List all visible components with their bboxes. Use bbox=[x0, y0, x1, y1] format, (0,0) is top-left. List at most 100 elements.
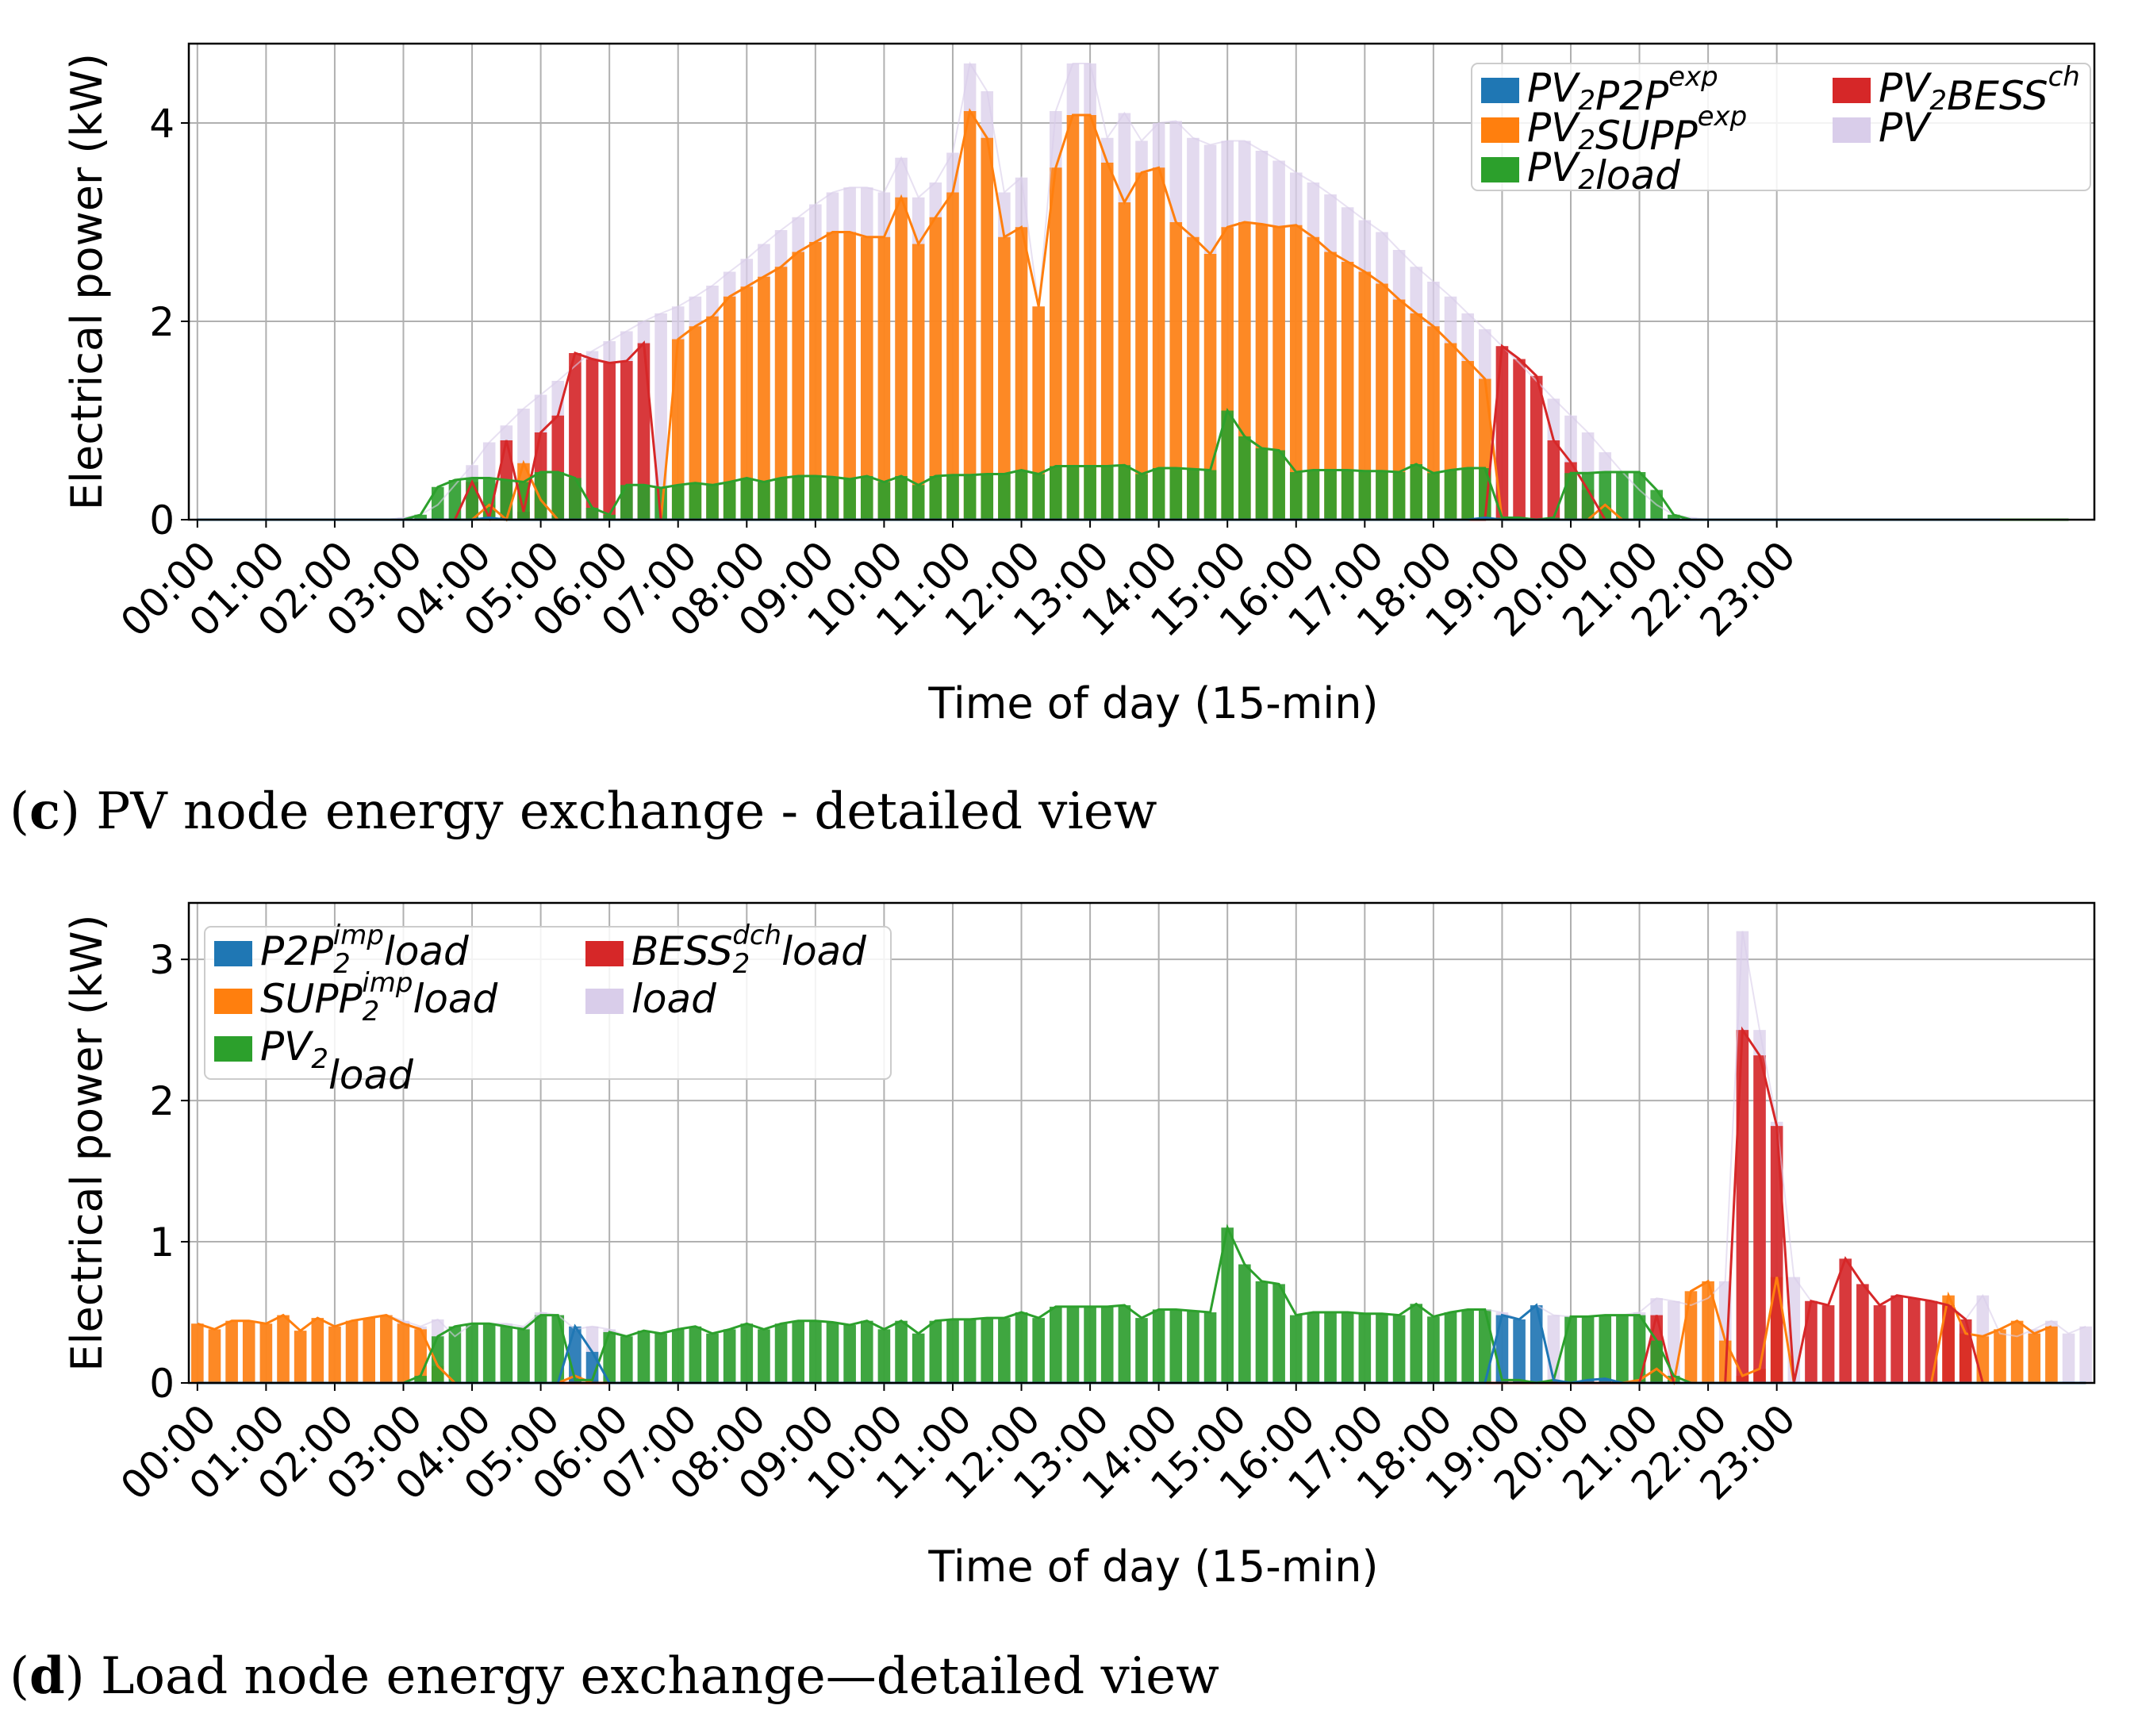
bar-pvload bbox=[431, 486, 444, 520]
legend-text-part: load bbox=[384, 928, 469, 974]
bar-pvload bbox=[482, 1323, 496, 1383]
bar-pvload bbox=[1444, 470, 1457, 520]
bar-pvload bbox=[689, 1326, 702, 1383]
bar-pvload bbox=[466, 1323, 478, 1383]
bar-pvload bbox=[792, 1320, 804, 1383]
bar-supp bbox=[826, 232, 839, 520]
bar-pvload bbox=[1461, 1309, 1474, 1383]
legend-swatch-bess bbox=[1833, 78, 1871, 103]
bar-pvload bbox=[1118, 1305, 1131, 1383]
bar-pvload bbox=[929, 1320, 942, 1383]
bar-supp bbox=[912, 244, 925, 520]
bar-pvload bbox=[1668, 514, 1680, 520]
bar-pvload bbox=[1152, 1309, 1165, 1383]
legend-text-part: SUPP bbox=[1595, 113, 1698, 159]
bar-pvload bbox=[1084, 1306, 1096, 1383]
legend-text-part: load bbox=[1595, 152, 1680, 198]
caption-c-letter: c bbox=[29, 782, 60, 841]
bar-supp bbox=[1015, 227, 1028, 520]
bar-pvload bbox=[1581, 1316, 1595, 1383]
legend-swatch-p2p bbox=[1481, 78, 1519, 103]
y-axis-title: Electrical power (kW) bbox=[62, 53, 112, 510]
bar-pvload bbox=[534, 1315, 547, 1383]
bar-pvload bbox=[603, 1331, 616, 1383]
legend-label-bess: BESS2dchload bbox=[631, 920, 866, 980]
bar-bess bbox=[1839, 1258, 1852, 1383]
bar-supp bbox=[2010, 1320, 2024, 1383]
bar-pvload bbox=[826, 1322, 839, 1383]
bars-pvload bbox=[414, 1227, 1680, 1383]
y-tick-label: 1 bbox=[149, 1219, 175, 1266]
bar-supp bbox=[860, 236, 873, 520]
bar-pvload bbox=[500, 1326, 513, 1383]
bar-supp bbox=[363, 1318, 376, 1383]
bar-supp bbox=[1341, 262, 1354, 520]
legend-superscript: exp bbox=[1698, 101, 1748, 133]
bar-pvload bbox=[1410, 1304, 1423, 1383]
bar-total bbox=[1547, 1315, 1560, 1383]
y-tick-label: 2 bbox=[149, 299, 175, 345]
caption-c-text: PV node energy exchange - detailed view bbox=[79, 782, 1157, 841]
bar-bess bbox=[1942, 1305, 1955, 1383]
bar-pvload bbox=[1341, 470, 1354, 520]
bar-pvload bbox=[1100, 466, 1114, 520]
x-axis-title: Time of day (15-min) bbox=[927, 1542, 1378, 1592]
bar-pvload bbox=[1221, 1227, 1234, 1383]
bar-bess bbox=[1495, 346, 1509, 520]
bar-bess bbox=[1925, 1300, 1938, 1383]
bar-supp bbox=[809, 242, 822, 520]
bar-bess bbox=[1770, 1126, 1783, 1383]
bar-pvload bbox=[1066, 466, 1080, 520]
bar-bess bbox=[1907, 1298, 1921, 1383]
bar-pvload bbox=[637, 1331, 651, 1383]
bar-supp bbox=[380, 1315, 393, 1383]
bar-pvload bbox=[774, 478, 788, 520]
caption-d-letter: d bbox=[29, 1646, 65, 1706]
bar-pvload bbox=[877, 1329, 891, 1383]
bar-bess bbox=[1821, 1305, 1835, 1383]
legend-text-part: load bbox=[413, 976, 497, 1022]
y-tick-label: 2 bbox=[149, 1078, 175, 1124]
bar-pvload bbox=[895, 1320, 908, 1383]
bar-pvload bbox=[843, 1325, 856, 1383]
bar-pvload bbox=[1032, 1318, 1045, 1383]
bar-pvload bbox=[654, 1333, 667, 1383]
bar-p2p bbox=[1599, 1378, 1612, 1383]
bar-pvload bbox=[1461, 468, 1474, 520]
bar-supp bbox=[792, 252, 804, 520]
bar-p2p bbox=[1581, 1380, 1595, 1383]
bar-pvload bbox=[1238, 436, 1251, 520]
bar-pvload bbox=[1358, 1313, 1372, 1383]
chart-c: 00:0001:0002:0003:0004:0005:0006:0007:00… bbox=[62, 42, 2096, 728]
bar-supp bbox=[1169, 222, 1183, 520]
bar-bess bbox=[1753, 1055, 1766, 1383]
bar-pvload bbox=[551, 472, 565, 520]
bar-pvload bbox=[706, 485, 719, 520]
bar-pvload bbox=[671, 485, 685, 520]
bar-supp bbox=[981, 137, 994, 520]
bar-supp bbox=[259, 1323, 273, 1383]
bar-bess bbox=[1547, 440, 1560, 520]
legend-superscript: imp bbox=[362, 967, 413, 999]
bar-supp bbox=[774, 267, 788, 520]
legend-label-supp: PV2SUPPexp bbox=[1527, 101, 1747, 159]
bar-pvload bbox=[860, 476, 873, 520]
bar-supp bbox=[895, 197, 908, 520]
bar-pvload bbox=[1255, 1281, 1269, 1383]
bar-pvload bbox=[1427, 473, 1440, 520]
bar-supp bbox=[1118, 202, 1131, 520]
bar-pvload bbox=[1307, 1312, 1320, 1383]
bar-pvload bbox=[1410, 464, 1423, 520]
bar-pvload bbox=[1392, 472, 1406, 520]
bar-supp bbox=[1066, 115, 1080, 520]
bar-supp bbox=[1203, 254, 1217, 520]
bar-pvload bbox=[689, 482, 702, 520]
bar-pvload bbox=[981, 1318, 994, 1383]
bar-pvload bbox=[1341, 1312, 1354, 1383]
bar-pvload bbox=[1358, 470, 1372, 520]
bar-pvload bbox=[758, 482, 770, 520]
bar-pvload bbox=[740, 478, 754, 520]
bar-pvload bbox=[809, 1320, 822, 1383]
